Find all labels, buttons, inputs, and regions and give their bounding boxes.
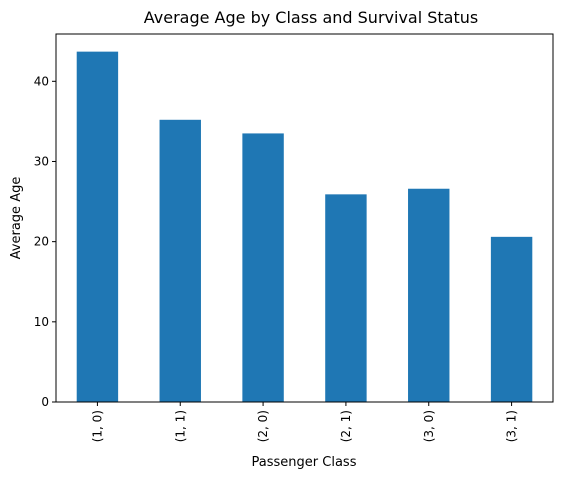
y-axis-label: Average Age xyxy=(9,177,24,260)
x-axis-label: Passenger Class xyxy=(252,455,357,470)
x-tick-label-4: (3, 0) xyxy=(422,410,436,442)
y-tick-label-1: 10 xyxy=(34,315,49,329)
x-tick-label-1: (1, 1) xyxy=(173,410,187,442)
bars-group xyxy=(76,51,533,403)
chart-title: Average Age by Class and Survival Status xyxy=(144,8,478,27)
y-axis-ticks: 0 10 20 30 40 xyxy=(34,74,56,409)
x-tick-label-3: (2, 1) xyxy=(339,410,353,442)
bar-1 xyxy=(159,119,201,402)
plot-frame xyxy=(55,33,554,403)
y-tick-label-4: 40 xyxy=(34,74,49,88)
x-tick-label-0: (1, 0) xyxy=(90,410,104,442)
x-tick-label-2: (2, 0) xyxy=(256,410,270,442)
bar-5 xyxy=(490,236,533,402)
y-tick-label-2: 20 xyxy=(34,235,49,249)
x-axis-ticks: (1, 0) (1, 1) (2, 0) (2, 1) (3, 0) (3, 1) xyxy=(90,402,519,442)
bar-3 xyxy=(325,194,367,402)
x-tick-label-5: (3, 1) xyxy=(505,410,519,442)
y-tick-label-3: 30 xyxy=(34,154,49,168)
bar-2 xyxy=(242,133,284,403)
bar-4 xyxy=(408,188,450,402)
bar-0 xyxy=(76,51,119,402)
y-tick-label-0: 0 xyxy=(41,395,49,409)
